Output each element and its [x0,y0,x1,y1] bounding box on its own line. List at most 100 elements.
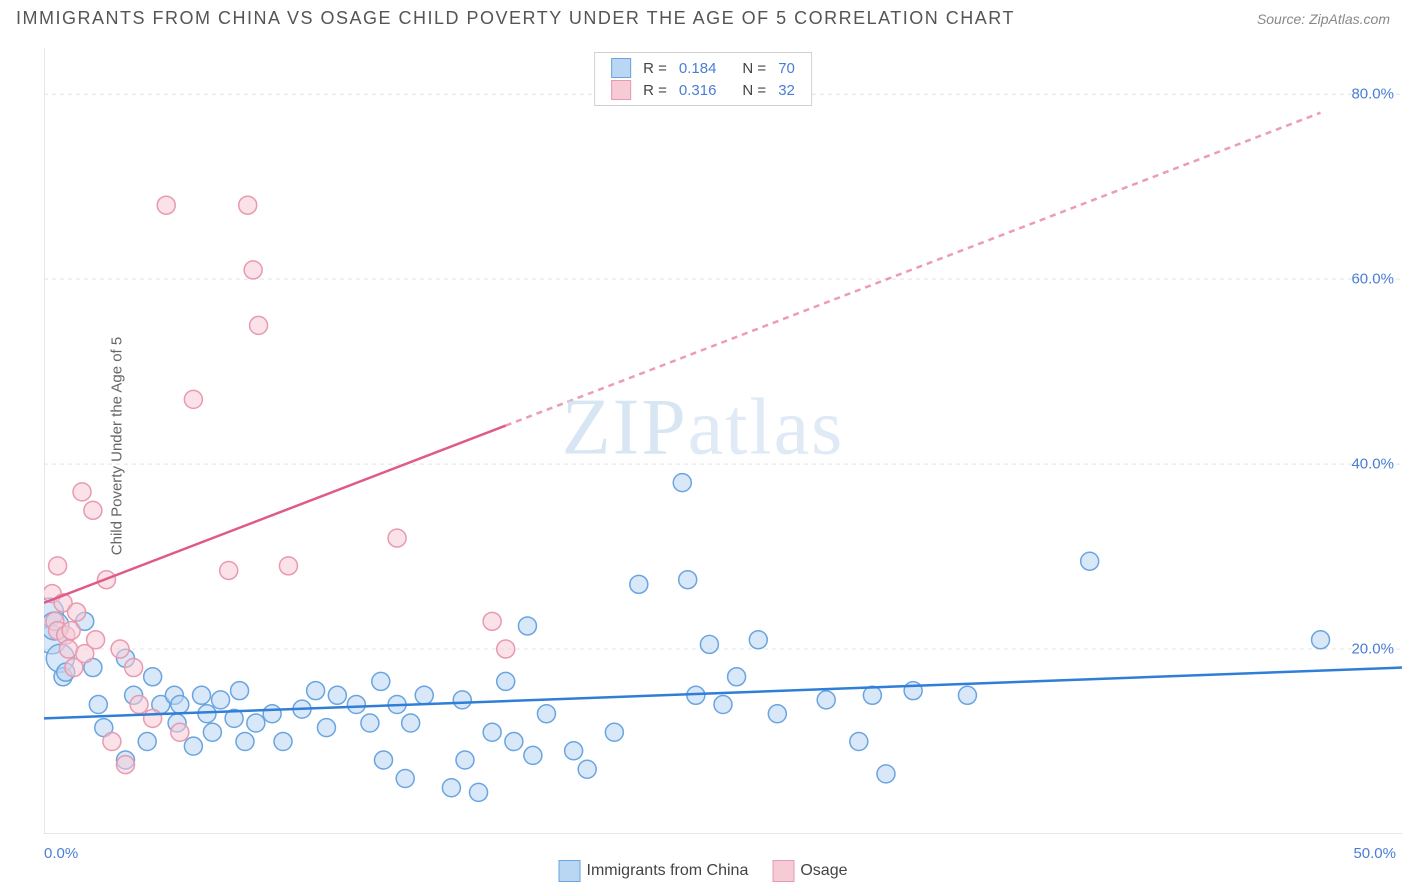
data-point [193,686,211,704]
data-point [817,691,835,709]
data-point [73,483,91,501]
data-point [700,635,718,653]
data-point [388,529,406,547]
data-point [49,557,67,575]
data-point [605,723,623,741]
data-point [231,682,249,700]
data-point [1081,552,1099,570]
legend-label: Immigrants from China [587,862,749,879]
data-point [497,640,515,658]
data-point [396,770,414,788]
data-point [171,723,189,741]
data-point [877,765,895,783]
data-point [89,696,107,714]
data-point [483,723,501,741]
legend-series: Immigrants from China Osage [559,860,848,882]
data-point [279,557,297,575]
data-point [111,640,129,658]
trend-line [44,426,506,603]
data-point [402,714,420,732]
trend-line-dashed [506,113,1321,426]
data-point [130,696,148,714]
data-point [505,733,523,751]
data-point [714,696,732,714]
data-point [456,751,474,769]
data-point [483,612,501,630]
legend-item: Osage [772,860,847,882]
scatter-plot [44,48,1402,834]
data-point [274,733,292,751]
data-point [103,733,121,751]
legend-r-label: R = [637,57,673,79]
data-point [537,705,555,723]
legend-r-value: 0.184 [673,57,723,79]
y-tick: 60.0% [1351,271,1394,288]
data-point [68,603,86,621]
data-point [84,501,102,519]
legend-n-label: N = [736,57,772,79]
data-point [347,696,365,714]
legend-stats-row: R =0.184 N =70 [605,57,801,79]
data-point [87,631,105,649]
legend-swatch [772,860,794,882]
legend-swatch [611,80,631,100]
data-point [958,686,976,704]
data-point [679,571,697,589]
legend-stats-row: R =0.316 N =32 [605,79,801,101]
legend-swatch [559,860,581,882]
data-point [518,617,536,635]
data-point [470,783,488,801]
data-point [578,760,596,778]
data-point [171,696,189,714]
data-point [317,719,335,737]
data-point [673,474,691,492]
data-point [497,672,515,690]
data-point [62,622,80,640]
data-point [372,672,390,690]
legend-swatch [611,58,631,78]
data-point [453,691,471,709]
data-point [749,631,767,649]
legend-r-value: 0.316 [673,79,723,101]
legend-n-value: 70 [772,57,801,79]
data-point [138,733,156,751]
data-point [212,691,230,709]
legend-n-value: 32 [772,79,801,101]
data-point [863,686,881,704]
legend-label: Osage [800,862,847,879]
data-point [157,196,175,214]
data-point [728,668,746,686]
data-point [375,751,393,769]
data-point [247,714,265,732]
x-tick-min: 0.0% [44,845,78,862]
legend-n-label: N = [736,79,772,101]
data-point [144,668,162,686]
data-point [244,261,262,279]
data-point [116,756,134,774]
data-point [59,640,77,658]
y-tick: 80.0% [1351,86,1394,103]
data-point [220,561,238,579]
y-tick: 40.0% [1351,456,1394,473]
data-point [904,682,922,700]
data-point [524,746,542,764]
data-point [239,196,257,214]
x-tick-max: 50.0% [1353,845,1396,862]
data-point [250,316,268,334]
legend-stats: R =0.184 N =70 R =0.316 N =32 [594,52,812,106]
legend-item: Immigrants from China [559,860,749,882]
data-point [850,733,868,751]
source-label: Source: ZipAtlas.com [1257,11,1390,27]
data-point [630,575,648,593]
data-point [184,737,202,755]
data-point [144,709,162,727]
data-point [1312,631,1330,649]
legend-r-label: R = [637,79,673,101]
data-point [203,723,221,741]
chart-title: IMMIGRANTS FROM CHINA VS OSAGE CHILD POV… [16,8,1015,29]
chart-area [44,48,1402,834]
y-tick: 20.0% [1351,641,1394,658]
data-point [263,705,281,723]
data-point [415,686,433,704]
data-point [361,714,379,732]
